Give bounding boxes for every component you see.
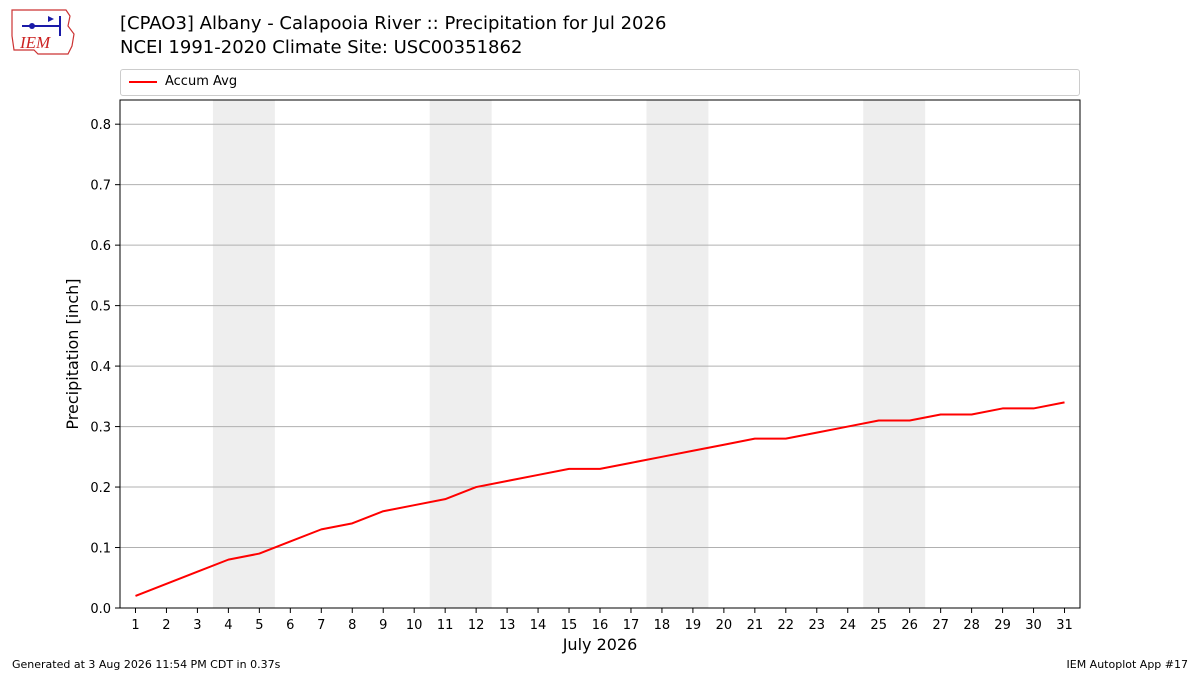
x-tick-label: 24 (839, 618, 856, 633)
x-tick-label: 10 (406, 618, 423, 633)
x-tick-label: 3 (193, 618, 201, 633)
x-tick-label: 1 (131, 618, 139, 633)
x-tick-label: 25 (870, 618, 887, 633)
x-tick-label: 15 (561, 618, 578, 633)
logo-text: IEM (19, 33, 51, 52)
plot-frame (119, 99, 1081, 609)
x-tick-label: 11 (437, 618, 454, 633)
chart-title: [CPAO3] Albany - Calapooia River :: Prec… (120, 13, 667, 34)
y-tick-label: 0.2 (90, 481, 111, 496)
y-tick-label: 0.3 (90, 421, 111, 436)
weekend-band (863, 100, 926, 608)
x-tick-label: 14 (530, 618, 547, 633)
x-tick-label: 9 (379, 618, 387, 633)
x-tick-label: 23 (809, 618, 826, 633)
y-axis-label: Precipitation [inch] (63, 278, 82, 429)
weekend-band (212, 100, 275, 608)
weekend-band (429, 100, 492, 608)
x-axis-label: July 2026 (562, 635, 638, 654)
legend: Accum Avg (120, 69, 1080, 96)
x-tick-label: 16 (592, 618, 609, 633)
x-tick-label: 22 (778, 618, 795, 633)
legend-label-accum-avg: Accum Avg (165, 74, 238, 89)
x-tick-label: 28 (963, 618, 980, 633)
x-tick-label: 21 (747, 618, 764, 633)
x-tick-label: 17 (623, 618, 640, 633)
x-tick-label: 18 (654, 618, 671, 633)
x-tick-label: 20 (716, 618, 733, 633)
x-tick-label: 6 (286, 618, 294, 633)
x-axis-ticks: 1 2 3 4 5 6 7 8 9 10 11 12 13 14 15 16 17 18 19 20 21 22 23 24 2… (131, 608, 1073, 633)
y-tick-label: 0.6 (90, 239, 111, 254)
generated-timestamp: Generated at 3 Aug 2026 11:54 PM CDT in … (12, 658, 281, 671)
app-label: IEM Autoplot App #17 (1066, 658, 1189, 671)
y-tick-label: 0.1 (90, 542, 111, 557)
y-tick-label: 0.0 (90, 602, 111, 617)
chart-subtitle: NCEI 1991-2020 Climate Site: USC00351862 (120, 37, 523, 58)
y-tick-label: 0.4 (90, 360, 111, 375)
x-tick-label: 12 (468, 618, 485, 633)
x-tick-label: 4 (224, 618, 232, 633)
iem-logo: IEM (11, 9, 75, 55)
x-tick-label: 26 (901, 618, 918, 633)
x-tick-label: 31 (1056, 618, 1073, 633)
x-tick-label: 29 (994, 618, 1011, 633)
x-tick-label: 19 (685, 618, 702, 633)
legend-swatch-accum-avg (129, 81, 157, 83)
x-tick-label: 13 (499, 618, 516, 633)
y-tick-label: 0.7 (90, 179, 111, 194)
x-tick-label: 2 (162, 618, 170, 633)
series-line-accum-avg (135, 401, 1065, 597)
y-tick-label: 0.5 (90, 300, 111, 315)
x-tick-label: 5 (255, 618, 263, 633)
y-axis-ticks: 0.0 0.1 0.2 0.3 0.4 0.5 0.6 0.7 0.8 (90, 118, 120, 617)
x-tick-label: 30 (1025, 618, 1042, 633)
y-tick-label: 0.8 (90, 118, 111, 133)
series-layer (135, 401, 1065, 597)
x-tick-label: 27 (932, 618, 949, 633)
x-tick-label: 7 (317, 618, 325, 633)
x-tick-label: 8 (348, 618, 356, 633)
weekend-band (646, 100, 709, 608)
weekend-shading (212, 100, 926, 608)
